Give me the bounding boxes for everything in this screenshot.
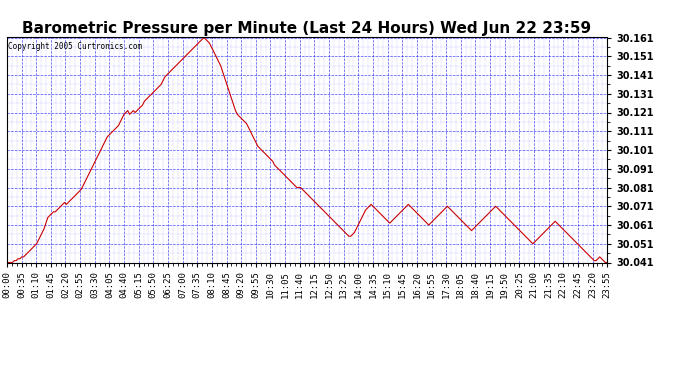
Text: Copyright 2005 Curtronics.com: Copyright 2005 Curtronics.com: [8, 42, 142, 51]
Title: Barometric Pressure per Minute (Last 24 Hours) Wed Jun 22 23:59: Barometric Pressure per Minute (Last 24 …: [23, 21, 591, 36]
